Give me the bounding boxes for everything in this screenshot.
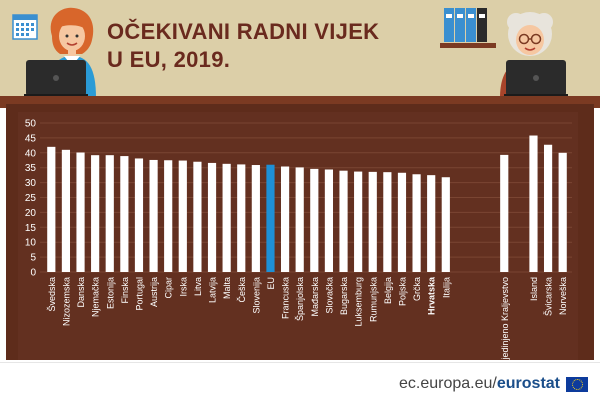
x-tick-label: Ujedinjeno Kraljevstvo [500,277,510,362]
bar [222,163,231,272]
bar [558,152,567,272]
x-tick-label: Litva [193,277,203,296]
x-tick-label: Rumunjska [368,277,378,322]
x-tick-label: Portugal [134,277,144,311]
bar [354,171,363,272]
x-tick-label: Cipar [164,277,174,299]
bar [529,135,538,272]
x-tick-label: Hrvatska [427,276,437,315]
bar [149,159,158,272]
y-tick-label: 50 [25,119,37,130]
x-tick-label: Austrija [149,277,159,307]
bar [383,172,392,272]
x-tick-label: Mađarska [310,277,320,317]
x-tick-label: Španjolska [295,277,305,321]
x-tick-label: Danska [76,277,86,308]
y-tick-label: 25 [25,193,37,204]
x-tick-label: Poljska [397,277,407,306]
y-tick-label: 5 [30,253,36,264]
bar [134,158,144,272]
x-tick-label: Njemačka [91,277,101,317]
bar [207,162,217,272]
bar [295,167,304,272]
bar [237,164,246,272]
x-tick-label: Belgija [383,277,393,304]
bar [397,172,407,272]
x-tick-label: Island [529,277,539,301]
bar [47,146,56,272]
title-line-1: OČEKIVANI RADNI VIJEK [107,19,380,44]
footer-site-brand: eurostat [496,375,560,392]
bar [310,168,319,272]
x-tick-label: Nizozemska [61,277,71,326]
footer-site-prefix: ec.europa.eu/ [399,375,497,392]
x-tick-label: Grčka [412,277,422,301]
bar [266,164,275,272]
bar [441,177,450,272]
bar [61,149,71,272]
bar [543,144,553,272]
bar [120,156,129,272]
x-tick-label: Malta [222,277,232,299]
bar [427,175,436,272]
y-tick-label: 35 [25,163,37,174]
x-tick-label: Švicarska [544,277,554,316]
bar [105,155,114,272]
x-tick-label: Estonija [105,277,115,309]
calendar-icon [12,14,38,40]
bar [324,169,334,272]
eu-flag-icon [566,376,588,392]
y-tick-label: 0 [30,268,36,279]
x-tick-label: Bugarska [339,277,349,315]
y-tick-label: 30 [25,178,37,189]
footer-brand[interactable]: ec.europa.eu/eurostat [399,372,588,396]
binders-icon [440,8,496,48]
y-tick-label: 20 [25,208,37,219]
x-tick-label: Luksemburg [354,277,364,327]
page-title: OČEKIVANI RADNI VIJEK U EU, 2019. [107,18,427,74]
x-tick-label: Latvija [208,277,218,303]
x-tick-label: Slovačka [324,277,334,314]
y-tick-label: 40 [25,148,37,159]
x-tick-label: Švedska [47,277,57,312]
y-axis-ticks: 0 5 10 15 20 25 30 35 40 45 50 [25,119,37,279]
x-tick-label: Irska [178,277,188,297]
bars [47,135,567,272]
grid-lines [40,122,572,273]
bar [178,160,187,272]
bar [339,170,348,272]
y-tick-label: 10 [25,238,37,249]
bar [251,165,260,272]
x-tick-label: Norveška [558,277,568,315]
bar [280,166,290,272]
bar [164,160,173,272]
x-tick-label: Slovenija [251,277,261,314]
x-tick-label: Italija [441,277,451,298]
title-line-2: U EU, 2019. [107,47,231,72]
bar [412,174,421,272]
x-tick-label: EU [266,277,276,290]
bar [193,161,202,272]
bar [368,171,377,272]
bar [76,152,85,272]
x-tick-label: Češka [237,277,247,303]
bar [500,154,509,272]
bar-chart: 0 5 10 15 20 25 30 35 40 45 50 Švedska Nizozemska Da… [24,118,572,362]
y-tick-label: 45 [25,133,37,144]
header-banner [0,0,600,100]
footer-divider [0,362,600,363]
x-tick-label: Finska [120,277,130,304]
x-tick-label: Francuska [281,277,291,319]
bar [91,155,100,272]
x-axis-labels: Švedska Nizozemska Danska Njemačka Estonija F… [47,276,568,362]
y-tick-label: 15 [25,223,37,234]
